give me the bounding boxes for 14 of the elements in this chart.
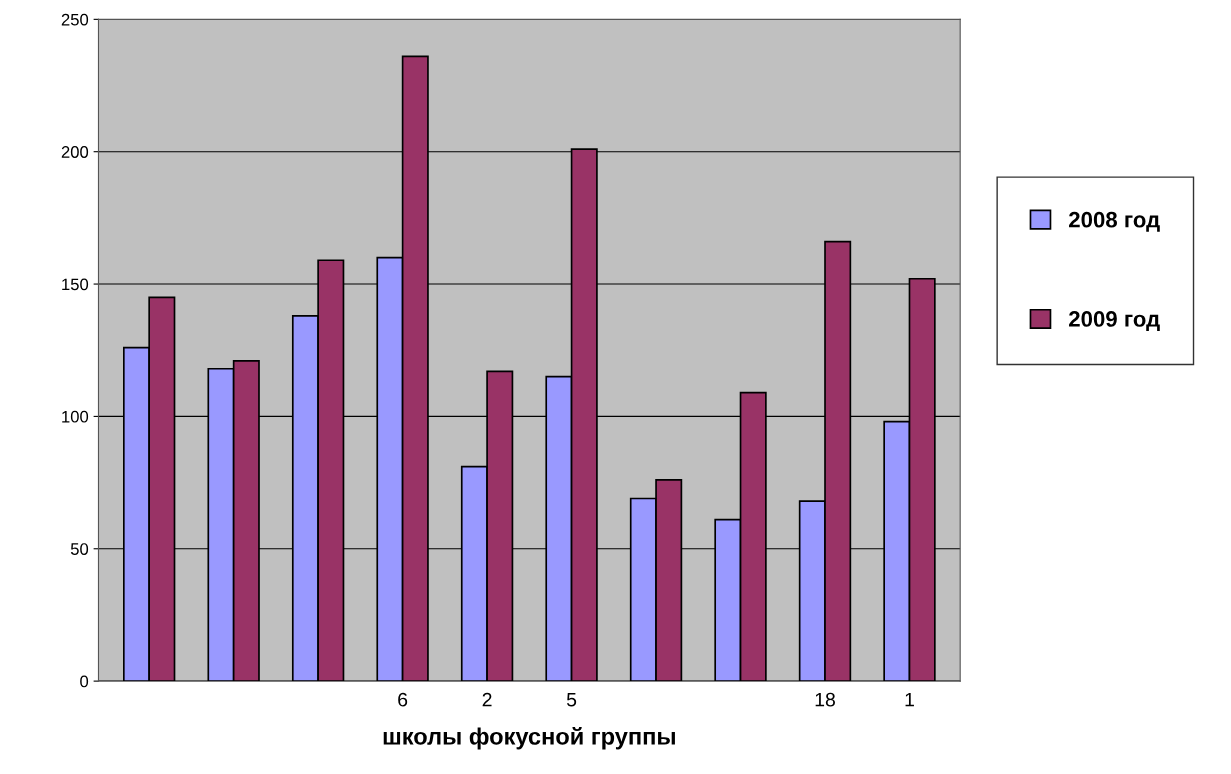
legend-label: 2009 год — [1069, 311, 1160, 332]
y-tick-label: 100 — [62, 410, 89, 423]
y-tick-label: 50 — [70, 543, 89, 555]
legend-label: 2008 год — [1069, 211, 1160, 232]
y-tick-label: 250 — [61, 13, 89, 26]
y-tick-label: 150 — [62, 278, 89, 291]
x-tick-label: 5 — [566, 692, 577, 707]
x-tick-label: 6 — [398, 692, 408, 707]
x-tick-label: 2 — [482, 692, 492, 707]
x-tick-label: 1 — [905, 692, 914, 707]
y-tick-label: 200 — [61, 146, 89, 158]
x-tick-label: 18 — [815, 692, 835, 707]
y-tick-label: 0 — [80, 675, 89, 688]
x-axis-title: школы фокусной группы — [383, 727, 675, 750]
